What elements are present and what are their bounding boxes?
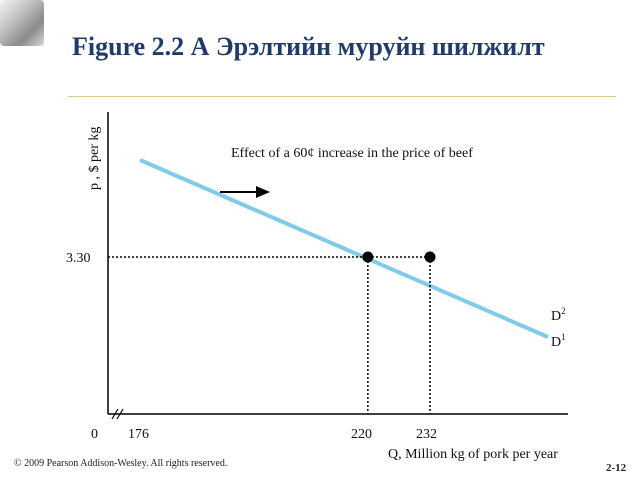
decorative-cube-image bbox=[0, 0, 44, 46]
slide-title: Figure 2.2 А Эрэлтийн муруйн шилжилт bbox=[72, 32, 545, 61]
curve-label-d2: D2 bbox=[551, 306, 566, 324]
y-tick-label: 3.30 bbox=[66, 251, 91, 266]
point-q220 bbox=[362, 251, 374, 263]
copyright-footer: © 2009 Pearson Addison-Wesley. All right… bbox=[14, 458, 228, 469]
shift-arrow bbox=[220, 186, 270, 198]
demand-curve-line bbox=[139, 158, 549, 339]
x-tick-label-232: 232 bbox=[416, 427, 437, 442]
point-q232 bbox=[424, 251, 436, 263]
x-axis-label: Q, Million kg of pork per year bbox=[388, 447, 558, 462]
axis-break-marks bbox=[111, 408, 124, 420]
x-tick-label-220: 220 bbox=[351, 427, 372, 442]
page-number: 2-12 bbox=[606, 462, 627, 474]
shift-annotation: Effect of a 60¢ increase in the price of… bbox=[231, 146, 473, 161]
title-divider bbox=[68, 96, 616, 97]
y-axis-label: p , $ per kg bbox=[87, 127, 102, 190]
curve-label-d1: D1 bbox=[551, 332, 566, 350]
x-tick-label-0: 0 bbox=[91, 427, 98, 442]
x-tick-label-176: 176 bbox=[128, 427, 149, 442]
